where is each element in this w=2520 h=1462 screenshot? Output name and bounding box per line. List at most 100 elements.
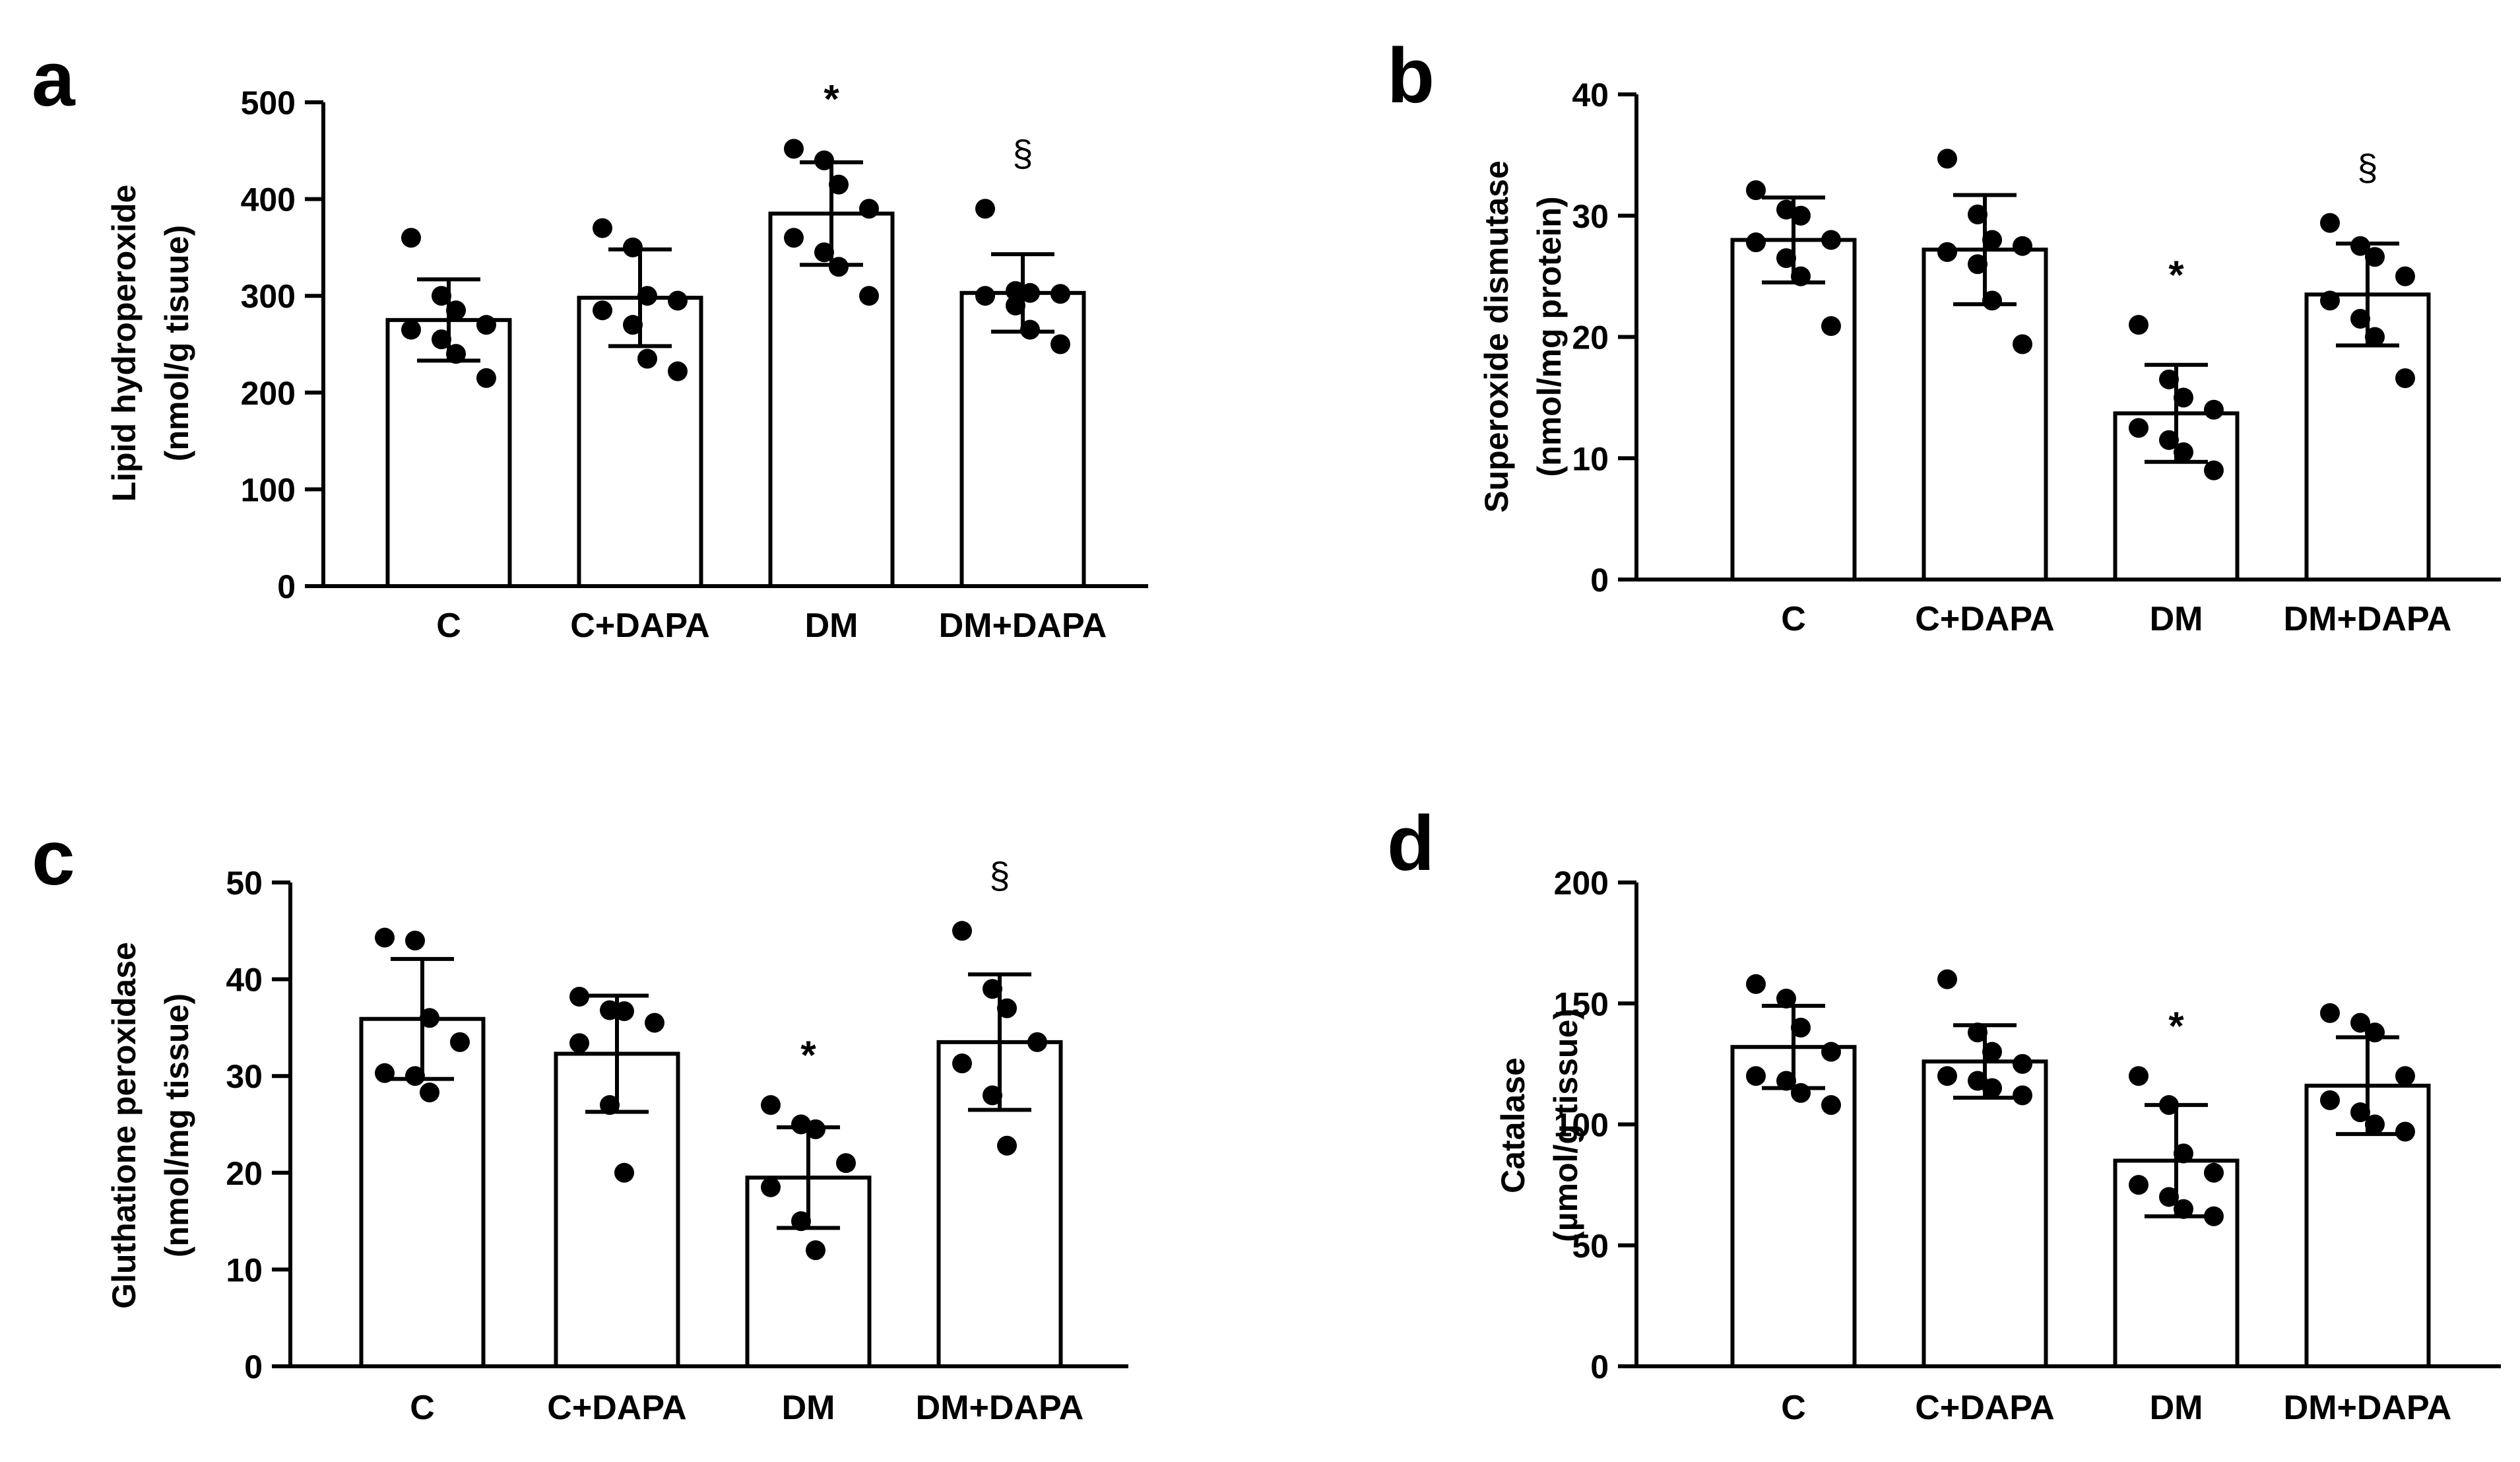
data-point-b-3-0 <box>2320 213 2340 233</box>
data-point-d-2-0 <box>2129 1066 2148 1086</box>
y-tick-label-c-4: 40 <box>226 962 263 999</box>
data-point-b-1-1 <box>1968 204 1987 224</box>
bar-d-1 <box>1922 1059 2048 1368</box>
data-point-b-1-3 <box>2013 236 2032 256</box>
x-tick-label-b-2: DM <box>2150 600 2203 638</box>
y-tick-label-c-0: 0 <box>244 1348 263 1385</box>
data-point-c-1-2 <box>614 1001 634 1021</box>
x-tick-label-c-3: DM+DAPA <box>916 1389 1084 1427</box>
y-tick-label-c-5: 50 <box>226 865 263 902</box>
significance-section-c-3: § <box>989 854 1010 896</box>
y-tick-label-a-2: 200 <box>241 375 296 412</box>
x-tick-label-d-3: DM+DAPA <box>2284 1389 2452 1427</box>
data-point-a-0-1 <box>432 286 451 306</box>
data-point-a-0-0 <box>401 228 421 248</box>
data-point-a-0-4 <box>401 319 421 340</box>
y-tick-label-b-3: 30 <box>1572 198 1609 235</box>
y-tick-label-d-2: 100 <box>1554 1107 1609 1144</box>
data-point-b-1-4 <box>1937 242 1957 262</box>
data-point-a-2-4 <box>784 228 804 248</box>
data-point-a-2-2 <box>829 174 849 195</box>
data-point-d-3-3 <box>2395 1066 2415 1086</box>
data-point-b-3-3 <box>2395 266 2415 286</box>
data-point-a-1-2 <box>637 286 657 306</box>
data-point-c-1-0 <box>569 986 589 1007</box>
bar-b-0 <box>1730 238 1857 581</box>
y-tick-label-a-3: 300 <box>241 278 296 315</box>
y-tick-label-b-0: 0 <box>1590 562 1609 599</box>
data-point-b-2-1 <box>2159 369 2179 389</box>
significance-section-b-3: § <box>2357 147 2377 188</box>
data-point-d-1-4 <box>1937 1066 1957 1086</box>
data-point-b-1-7 <box>2013 334 2032 354</box>
y-axis-label-a-1: (nmol/g tisuue) <box>158 225 195 461</box>
panel-label-b: b <box>1387 32 1435 119</box>
data-point-c-3-6 <box>997 1135 1017 1156</box>
data-point-c-2-4 <box>761 1177 781 1197</box>
significance-star-c-2: * <box>800 1033 816 1077</box>
y-tick-label-b-4: 40 <box>1572 77 1609 114</box>
data-point-b-1-2 <box>1982 230 2002 250</box>
data-point-c-1-4 <box>569 1033 589 1053</box>
y-tick-label-c-2: 20 <box>226 1155 263 1192</box>
data-point-d-1-7 <box>2013 1085 2032 1106</box>
y-tick-label-d-1: 50 <box>1572 1228 1609 1265</box>
data-point-c-3-0 <box>952 921 972 941</box>
x-tick-label-b-3: DM+DAPA <box>2284 600 2452 638</box>
data-point-c-2-2 <box>806 1119 825 1139</box>
data-point-d-2-1 <box>2159 1095 2179 1115</box>
data-point-c-2-5 <box>791 1211 811 1232</box>
y-tick-label-d-3: 150 <box>1554 985 1609 1022</box>
data-point-a-2-3 <box>859 199 879 219</box>
x-tick-label-d-1: C+DAPA <box>1915 1389 2054 1427</box>
data-point-b-2-0 <box>2129 315 2148 335</box>
data-point-c-2-3 <box>836 1153 856 1174</box>
data-point-b-0-4 <box>1746 232 1766 253</box>
data-point-b-0-5 <box>1776 248 1796 269</box>
data-point-d-3-4 <box>2320 1090 2340 1110</box>
data-point-b-0-2 <box>1791 205 1811 226</box>
data-point-b-3-4 <box>2320 290 2340 311</box>
panel-label-c: c <box>32 814 75 902</box>
data-point-b-0-3 <box>1821 230 1841 250</box>
data-point-a-1-0 <box>593 218 612 238</box>
data-point-d-3-5 <box>2350 1102 2370 1123</box>
data-point-b-2-3 <box>2204 399 2224 420</box>
data-point-d-2-5 <box>2159 1187 2179 1207</box>
data-point-d-0-1 <box>1776 988 1796 1009</box>
data-point-d-3-7 <box>2395 1121 2415 1142</box>
data-point-a-1-6 <box>637 349 657 369</box>
data-point-d-3-6 <box>2365 1114 2385 1135</box>
data-point-a-3-3 <box>1050 284 1070 304</box>
data-point-c-3-2 <box>997 998 1017 1018</box>
data-point-b-0-6 <box>1791 266 1811 286</box>
data-point-a-0-5 <box>432 329 451 350</box>
y-axis-label-c-0: Gluthatione peroxidase <box>106 942 143 1309</box>
y-axis-label-d-0: Catalase <box>1495 1057 1532 1193</box>
data-point-c-3-1 <box>983 979 1002 999</box>
data-point-d-0-4 <box>1746 1066 1766 1086</box>
data-point-b-1-6 <box>1982 290 2002 311</box>
y-tick-label-a-5: 500 <box>241 84 296 121</box>
data-point-d-0-5 <box>1776 1071 1796 1091</box>
data-point-a-0-7 <box>476 368 496 388</box>
data-point-a-3-5 <box>1006 295 1025 316</box>
data-point-a-0-2 <box>446 300 466 321</box>
data-point-c-0-3 <box>450 1032 470 1052</box>
data-point-d-2-6 <box>2174 1199 2193 1219</box>
data-point-c-1-6 <box>614 1162 634 1183</box>
data-point-c-1-5 <box>600 1095 620 1115</box>
data-point-d-3-2 <box>2365 1022 2385 1043</box>
data-point-a-3-0 <box>975 199 995 219</box>
x-tick-label-b-1: C+DAPA <box>1915 600 2054 638</box>
data-point-c-2-6 <box>806 1240 825 1261</box>
y-axis-label-d-1: (µmol/g tissue) <box>1547 1009 1584 1242</box>
data-point-a-1-4 <box>593 300 612 321</box>
data-point-c-0-5 <box>405 1066 425 1086</box>
data-point-d-0-0 <box>1746 974 1766 994</box>
data-point-d-0-3 <box>1821 1042 1841 1062</box>
y-axis-label-a-0: Lipid hydroperoxide <box>106 185 143 502</box>
data-point-d-1-0 <box>1937 969 1957 989</box>
data-point-d-2-4 <box>2129 1175 2148 1195</box>
